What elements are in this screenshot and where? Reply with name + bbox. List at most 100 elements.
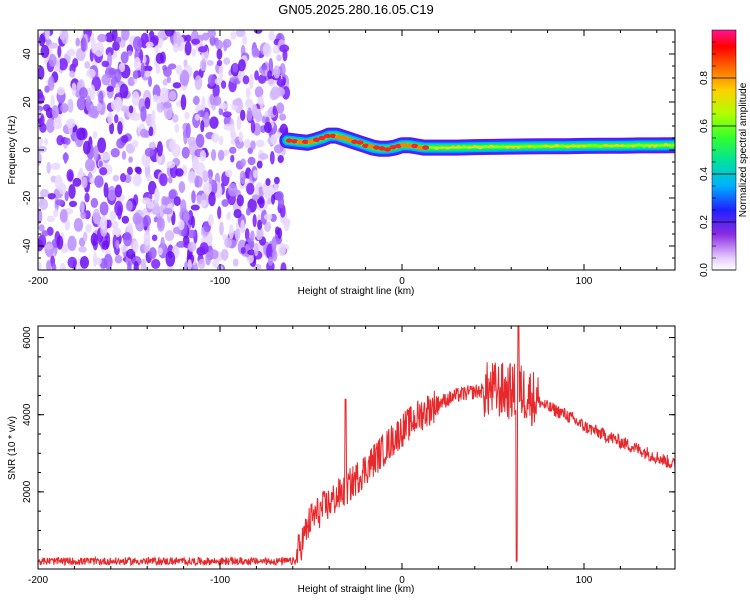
noise-blob bbox=[166, 161, 176, 169]
noise-blob bbox=[179, 69, 190, 86]
noise-blob bbox=[250, 230, 255, 242]
signal-peak bbox=[467, 146, 472, 149]
noise-blob bbox=[135, 167, 142, 175]
noise-blob bbox=[51, 263, 57, 270]
noise-blob bbox=[157, 30, 168, 39]
noise-blob bbox=[50, 94, 55, 108]
noise-blob bbox=[184, 34, 192, 42]
noise-blob bbox=[276, 102, 285, 114]
noise-blob bbox=[261, 63, 268, 71]
noise-blob bbox=[164, 30, 175, 37]
signal-peak bbox=[505, 145, 510, 149]
signal-peak bbox=[538, 144, 543, 148]
noise-blob bbox=[97, 137, 107, 154]
noise-blob bbox=[172, 43, 179, 53]
noise-blob bbox=[79, 200, 85, 213]
noise-blob bbox=[227, 183, 238, 197]
spectrogram-ytick-label: 40 bbox=[22, 48, 33, 60]
noise-blob bbox=[255, 139, 265, 148]
noise-blob bbox=[199, 150, 207, 162]
noise-blob bbox=[240, 247, 246, 254]
noise-blob bbox=[151, 109, 156, 125]
signal-peak bbox=[356, 140, 364, 145]
noise-blob bbox=[94, 175, 104, 188]
spectrogram-xtick-label: 100 bbox=[576, 276, 593, 287]
signal-peak bbox=[636, 143, 641, 147]
noise-blob bbox=[268, 30, 275, 41]
noise-blob bbox=[112, 174, 120, 182]
noise-blob bbox=[168, 139, 177, 151]
noise-blob bbox=[274, 226, 280, 235]
noise-blob bbox=[132, 173, 142, 187]
noise-blob bbox=[267, 78, 276, 87]
snr-xtick-label: -200 bbox=[28, 575, 48, 586]
noise-blob bbox=[63, 151, 68, 164]
noise-blob bbox=[230, 154, 235, 163]
noise-blob bbox=[140, 62, 145, 78]
noise-blob bbox=[187, 259, 192, 270]
noise-blob bbox=[273, 176, 280, 185]
noise-blob bbox=[209, 116, 219, 129]
noise-blob bbox=[221, 199, 229, 207]
noise-blob bbox=[40, 44, 50, 59]
noise-blob bbox=[131, 112, 141, 121]
noise-blob bbox=[76, 127, 86, 141]
noise-blob bbox=[80, 211, 87, 220]
noise-blob bbox=[197, 258, 206, 270]
noise-blob bbox=[252, 214, 257, 228]
noise-blob bbox=[82, 140, 91, 155]
noise-blob bbox=[66, 169, 74, 182]
noise-blob bbox=[139, 128, 148, 138]
noise-blob bbox=[107, 185, 117, 202]
noise-blob bbox=[92, 252, 98, 268]
noise-blob bbox=[238, 131, 244, 143]
noise-blob bbox=[120, 244, 128, 253]
noise-blob bbox=[103, 253, 113, 270]
noise-blob bbox=[245, 207, 251, 216]
snr-xtick-label: 100 bbox=[576, 575, 593, 586]
noise-blob bbox=[257, 96, 263, 105]
noise-blob bbox=[164, 230, 175, 242]
noise-blob bbox=[223, 123, 233, 131]
noise-blob bbox=[71, 82, 77, 96]
noise-blob bbox=[84, 158, 95, 172]
noise-blob bbox=[202, 182, 212, 195]
signal-peak bbox=[302, 139, 310, 145]
noise-blob bbox=[115, 83, 120, 94]
noise-blob bbox=[142, 65, 153, 72]
noise-blob bbox=[38, 136, 44, 146]
noise-blob bbox=[213, 95, 222, 106]
noise-blob bbox=[194, 75, 203, 90]
noise-blob bbox=[155, 65, 161, 74]
noise-blob bbox=[204, 111, 209, 120]
noise-blob bbox=[266, 198, 272, 205]
noise-blob bbox=[280, 262, 287, 270]
noise-blob bbox=[201, 32, 210, 41]
noise-blob bbox=[90, 37, 96, 54]
noise-blob bbox=[155, 52, 164, 64]
noise-blob bbox=[191, 48, 197, 57]
noise-blob bbox=[80, 37, 87, 52]
noise-blob bbox=[244, 99, 254, 109]
noise-blob bbox=[212, 259, 220, 269]
noise-blob bbox=[236, 115, 242, 131]
noise-blob bbox=[114, 184, 123, 198]
noise-blob bbox=[141, 197, 151, 205]
noise-blob bbox=[225, 169, 233, 178]
signal-peak bbox=[389, 145, 397, 150]
noise-blob bbox=[111, 220, 119, 230]
noise-blob bbox=[184, 111, 190, 120]
signal-peak bbox=[652, 144, 657, 148]
signal-peak bbox=[500, 145, 505, 149]
noise-blob bbox=[161, 195, 168, 206]
spectrogram-ytick-label: 20 bbox=[22, 96, 33, 108]
noise-blob bbox=[275, 191, 284, 202]
noise-blob bbox=[194, 113, 201, 121]
signal-peak bbox=[312, 137, 320, 142]
noise-blob bbox=[127, 260, 132, 270]
noise-blob bbox=[50, 162, 61, 171]
noise-blob bbox=[85, 95, 92, 111]
noise-blob bbox=[46, 215, 55, 223]
noise-blob bbox=[252, 194, 260, 201]
